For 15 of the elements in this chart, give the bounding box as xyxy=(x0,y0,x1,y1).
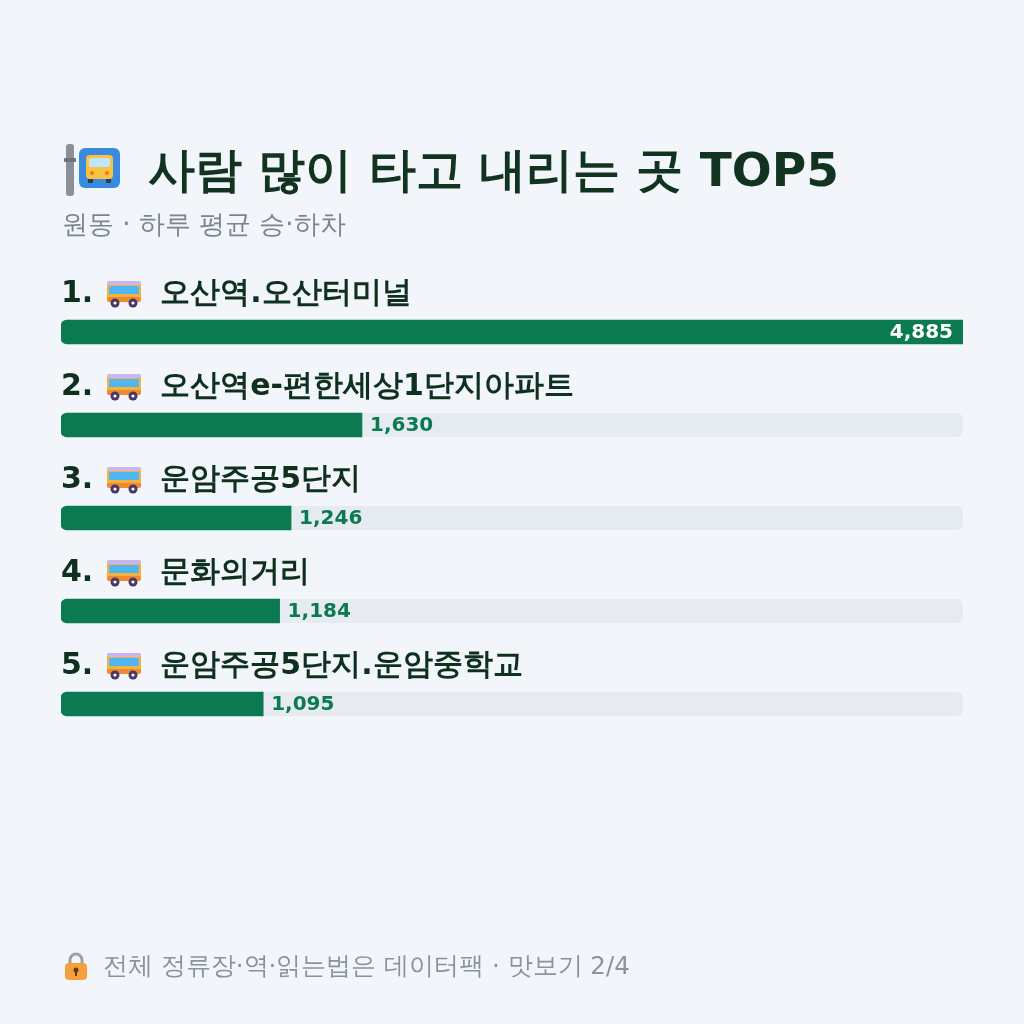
data-label: 4,885 xyxy=(889,319,953,344)
chart-title: 사람 많이 타고 내리는 곳 TOP5 xyxy=(148,140,839,199)
data-label: 1,184 xyxy=(287,598,351,623)
category-label: 4. 문화의거리 xyxy=(61,552,311,588)
text: 전체 정류장·역·읽는법은 데이터팩 · 맛보기 2/4 xyxy=(103,950,630,982)
category-label: 1. 오산역.오산터미널 xyxy=(61,273,412,309)
category-label: 5. 운암주공5단지.운암중학교 xyxy=(61,645,523,681)
bar xyxy=(61,598,280,624)
bar xyxy=(61,691,264,717)
category-label: 2. 오산역e-편한세상1단지아파트 xyxy=(61,366,574,402)
chart-subtitle: 원동 · 하루 평균 승·하차 xyxy=(62,208,346,241)
category-label: 3. 운암주공5단지 xyxy=(61,459,362,495)
data-label: 1,630 xyxy=(369,412,434,437)
data-label: 1,095 xyxy=(271,691,335,716)
data-label: 1,246 xyxy=(299,505,363,530)
